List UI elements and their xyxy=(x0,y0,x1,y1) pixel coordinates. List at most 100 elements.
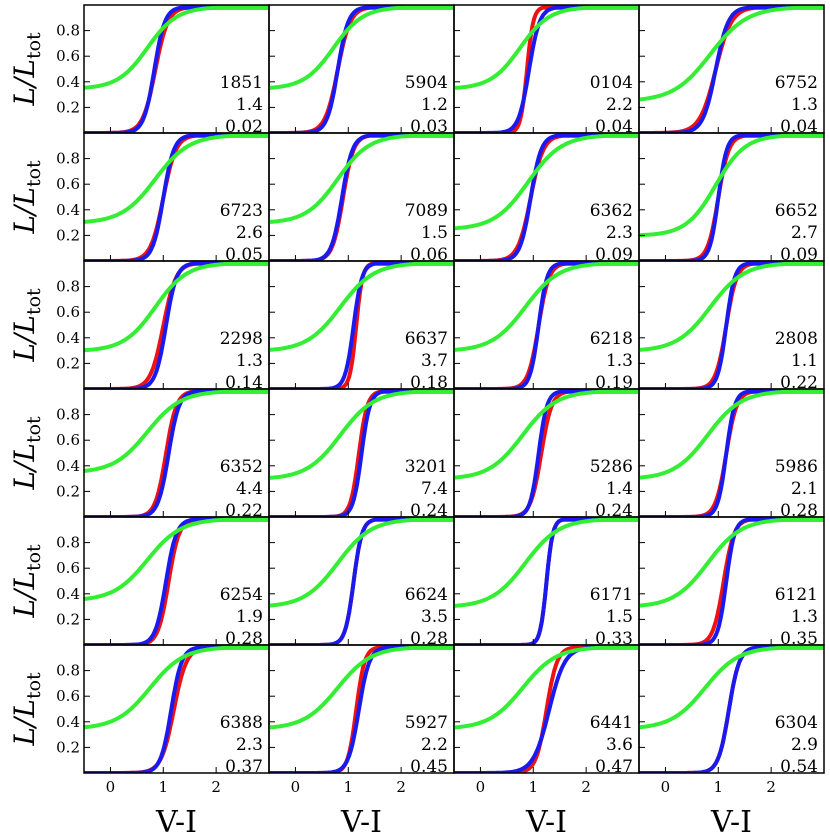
annotation-line2: 2.2 xyxy=(606,95,633,115)
ytick-label: 0.2 xyxy=(56,98,80,116)
curve-green-6723 xyxy=(84,133,269,224)
annotation-id: 5286 xyxy=(590,457,633,477)
ytick-label: 0.6 xyxy=(56,47,80,65)
ytick-label: 0.8 xyxy=(56,534,80,552)
annotation-id: 2808 xyxy=(775,329,818,349)
annotation-line2: 1.3 xyxy=(791,607,818,627)
annotation-line3: 0.24 xyxy=(595,501,633,521)
annotation-line3: 0.09 xyxy=(595,245,633,265)
annotation-line2: 3.6 xyxy=(606,735,633,755)
annotation-line2: 1.4 xyxy=(236,95,263,115)
xtick-label: 0 xyxy=(106,778,116,796)
xtick-label: 2 xyxy=(396,778,406,796)
y-axis-label: L/Ltot xyxy=(8,672,45,747)
xtick-label: 0 xyxy=(476,778,486,796)
y-axis-label: L/Ltot xyxy=(8,288,45,363)
y-axis-label: L/Ltot xyxy=(8,32,45,107)
curve-green-6388 xyxy=(84,645,269,730)
xtick-label: 0 xyxy=(661,778,671,796)
annotation-line2: 1.3 xyxy=(791,95,818,115)
xtick-label: 2 xyxy=(581,778,591,796)
curve-green-5904 xyxy=(269,5,454,90)
annotation-id: 6388 xyxy=(220,713,263,733)
curve-green-6362 xyxy=(454,133,639,231)
curve-green-6752 xyxy=(639,5,824,102)
xtick-label: 1 xyxy=(714,778,724,796)
annotation-line2: 1.5 xyxy=(606,607,633,627)
annotation-line2: 2.6 xyxy=(236,223,263,243)
xtick-label: 1 xyxy=(344,778,354,796)
annotation-id: 6752 xyxy=(775,73,818,93)
xtick-label: 2 xyxy=(211,778,221,796)
curve-green-5986 xyxy=(639,389,824,480)
annotation-id: 6121 xyxy=(775,585,818,605)
annotation-line3: 0.24 xyxy=(410,501,448,521)
annotation-id: 6304 xyxy=(775,713,818,733)
annotation-line3: 0.47 xyxy=(595,757,633,777)
annotation-line3: 0.05 xyxy=(225,245,263,265)
annotation-id: 6362 xyxy=(590,201,633,221)
annotation-line2: 3.7 xyxy=(421,351,448,371)
annotation-id: 6624 xyxy=(405,585,448,605)
curve-green-6441 xyxy=(454,645,639,730)
annotation-line3: 0.02 xyxy=(225,117,263,137)
annotation-id: 6218 xyxy=(590,329,633,349)
annotation-id: 5927 xyxy=(405,713,448,733)
annotation-line2: 1.1 xyxy=(791,351,818,371)
ytick-label: 0.4 xyxy=(56,457,80,475)
annotation-line2: 2.2 xyxy=(421,735,448,755)
ytick-label: 0.8 xyxy=(56,22,80,40)
annotation-line2: 4.4 xyxy=(236,479,263,499)
annotation-id: 6171 xyxy=(590,585,633,605)
annotation-line3: 0.03 xyxy=(410,117,448,137)
annotation-id: 6652 xyxy=(775,201,818,221)
curve-green-6254 xyxy=(84,517,269,601)
curve-green-6218 xyxy=(454,261,639,352)
xtick-label: 0 xyxy=(291,778,301,796)
ytick-label: 0.4 xyxy=(56,201,80,219)
annotation-line3: 0.04 xyxy=(780,117,818,137)
ytick-label: 0.6 xyxy=(56,303,80,321)
annotation-id: 6723 xyxy=(220,201,263,221)
y-axis-label: L/Ltot xyxy=(8,416,45,491)
annotation-line2: 2.9 xyxy=(791,735,818,755)
annotation-id: 0104 xyxy=(590,73,633,93)
annotation-line3: 0.33 xyxy=(595,629,633,649)
annotation-line2: 1.5 xyxy=(421,223,448,243)
ytick-label: 0.4 xyxy=(56,585,80,603)
annotation-id: 2298 xyxy=(220,329,263,349)
curve-green-6352 xyxy=(84,389,269,473)
annotation-line2: 2.1 xyxy=(791,479,818,499)
annotation-line3: 0.06 xyxy=(410,245,448,265)
y-axis-label: L/Ltot xyxy=(8,160,45,235)
ytick-label: 0.8 xyxy=(56,662,80,680)
curve-green-6624 xyxy=(269,517,454,608)
annotation-line3: 0.22 xyxy=(225,501,263,521)
panel-frame xyxy=(638,644,825,774)
annotation-line3: 0.18 xyxy=(410,373,448,393)
x-axis-label: V-I xyxy=(340,805,382,837)
annotation-id: 7089 xyxy=(405,201,448,221)
xtick-label: 2 xyxy=(766,778,776,796)
curve-green-0104 xyxy=(454,5,639,90)
annotation-id: 3201 xyxy=(405,457,448,477)
annotation-line2: 2.3 xyxy=(606,223,633,243)
annotation-line3: 0.04 xyxy=(595,117,633,137)
annotation-id: 6254 xyxy=(220,585,263,605)
ytick-label: 0.2 xyxy=(56,226,80,244)
annotation-line2: 2.7 xyxy=(791,223,818,243)
ytick-label: 0.2 xyxy=(56,482,80,500)
ytick-label: 0.6 xyxy=(56,175,80,193)
